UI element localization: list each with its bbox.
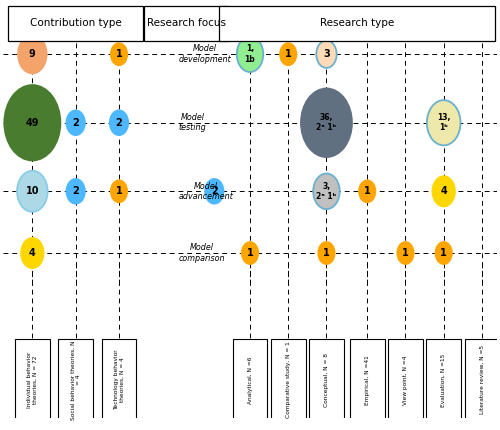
Circle shape [432, 176, 455, 206]
Circle shape [359, 180, 376, 202]
Circle shape [427, 100, 460, 145]
Text: 2: 2 [211, 186, 218, 197]
Text: 10: 10 [26, 186, 39, 197]
Text: Individual behavior
theories, N = 72: Individual behavior theories, N = 72 [27, 352, 38, 408]
FancyBboxPatch shape [232, 339, 268, 420]
Text: 1: 1 [323, 248, 330, 258]
Text: Model
development: Model development [178, 44, 232, 64]
Text: Model
comparison: Model comparison [178, 243, 226, 263]
Text: Comparative study, N = 1: Comparative study, N = 1 [286, 341, 290, 418]
Text: 9: 9 [29, 49, 35, 59]
FancyBboxPatch shape [309, 339, 344, 420]
Text: 2: 2 [72, 118, 79, 128]
Circle shape [66, 111, 85, 135]
Text: 1,
1b: 1, 1b [244, 44, 256, 64]
FancyBboxPatch shape [8, 6, 143, 41]
FancyBboxPatch shape [464, 339, 500, 420]
Circle shape [236, 37, 264, 72]
Circle shape [111, 43, 127, 65]
Text: 1: 1 [364, 186, 370, 197]
Text: Model
testing: Model testing [178, 113, 206, 132]
Text: 1: 1 [440, 248, 447, 258]
Circle shape [280, 43, 296, 65]
FancyBboxPatch shape [58, 339, 93, 420]
Text: 1: 1 [285, 49, 292, 59]
Text: Empirical, N =41: Empirical, N =41 [364, 355, 370, 405]
Text: Social behavior theories, N
= 4: Social behavior theories, N = 4 [70, 340, 81, 420]
Text: 36,
2ᵃ 1ᵇ: 36, 2ᵃ 1ᵇ [316, 113, 336, 132]
Circle shape [17, 171, 48, 212]
Text: 3: 3 [323, 49, 330, 59]
Circle shape [318, 242, 334, 264]
Circle shape [18, 35, 46, 74]
FancyBboxPatch shape [350, 339, 384, 420]
Text: Literature review, N =5: Literature review, N =5 [480, 345, 484, 415]
FancyBboxPatch shape [220, 6, 494, 41]
Text: 2: 2 [116, 118, 122, 128]
Text: Research type: Research type [320, 18, 394, 28]
Text: 3,
2ᵃ 1ᵇ: 3, 2ᵃ 1ᵇ [316, 181, 336, 201]
Text: Contribution type: Contribution type [30, 18, 122, 28]
Text: 4: 4 [440, 186, 447, 197]
Circle shape [66, 179, 85, 204]
Text: Evaluation, N =15: Evaluation, N =15 [441, 353, 446, 406]
Text: Model
advancement: Model advancement [178, 181, 234, 201]
FancyBboxPatch shape [271, 339, 306, 420]
Circle shape [398, 242, 413, 264]
Text: 1: 1 [116, 186, 122, 197]
Text: Technology behavior
theories, N = 4: Technology behavior theories, N = 4 [114, 350, 124, 410]
FancyBboxPatch shape [426, 339, 461, 420]
Text: 49: 49 [26, 118, 39, 128]
Text: Analytical, N =6: Analytical, N =6 [248, 356, 252, 403]
Circle shape [316, 40, 336, 68]
Circle shape [242, 242, 258, 264]
Text: View point, N =4: View point, N =4 [403, 355, 408, 405]
Text: 2: 2 [72, 186, 79, 197]
Text: 1: 1 [402, 248, 409, 258]
Circle shape [313, 173, 340, 209]
Circle shape [110, 111, 128, 135]
FancyBboxPatch shape [388, 339, 423, 420]
Text: 13,
1ᵇ: 13, 1ᵇ [437, 113, 450, 132]
Text: Conceptual, N = 8: Conceptual, N = 8 [324, 353, 329, 407]
Text: 4: 4 [29, 248, 35, 258]
Text: 1: 1 [116, 49, 122, 59]
Circle shape [111, 180, 127, 202]
Circle shape [21, 238, 44, 268]
Circle shape [436, 242, 452, 264]
Circle shape [301, 89, 352, 157]
FancyBboxPatch shape [102, 339, 136, 420]
Text: Research focus: Research focus [147, 18, 226, 28]
FancyBboxPatch shape [15, 339, 50, 420]
FancyBboxPatch shape [144, 6, 228, 41]
Circle shape [4, 85, 60, 160]
Text: 1: 1 [246, 248, 254, 258]
Circle shape [205, 179, 224, 204]
